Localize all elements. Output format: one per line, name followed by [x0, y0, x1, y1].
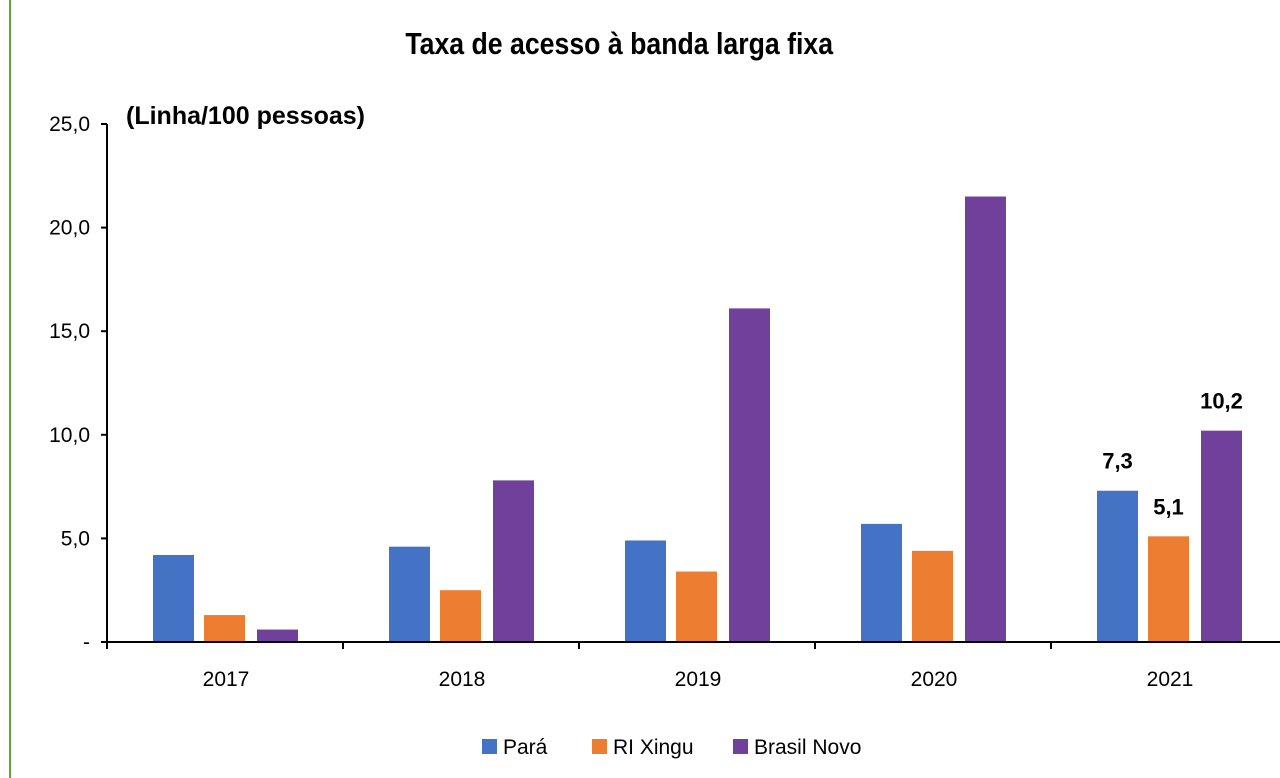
- bars: [153, 196, 1242, 642]
- legend-swatch: [592, 739, 607, 754]
- y-tick-label: 10,0: [49, 424, 90, 447]
- legend-swatch: [733, 739, 748, 754]
- y-tick-label: 15,0: [49, 320, 90, 343]
- bar-brasil-novo-2017: [257, 629, 298, 642]
- chart-title: Taxa de acesso à banda larga fixa: [405, 26, 834, 61]
- bar-brasil-novo-2018: [493, 480, 534, 642]
- x-axis: 2017 2018 2019 2020 2021: [106, 641, 1280, 691]
- legend: Pará RI Xingu Brasil Novo: [482, 736, 861, 759]
- bar-ri-xingu-2020: [912, 550, 953, 642]
- bar-brasil-novo-2019: [729, 308, 770, 642]
- legend-swatch: [482, 739, 497, 754]
- legend-label: Pará: [503, 736, 548, 759]
- bar-ri-xingu-2017: [204, 615, 245, 642]
- y-tick-label: 5,0: [61, 527, 90, 550]
- y-tick-label: 25,0: [49, 113, 90, 136]
- x-tick-label: 2018: [439, 668, 486, 691]
- x-tick-label: 2017: [203, 668, 250, 691]
- bar-ri-xingu-2018: [440, 590, 481, 642]
- bar-par--2021: [1097, 490, 1138, 642]
- y-axis: - 5,0 10,0 15,0 20,0 25,0: [49, 113, 108, 654]
- bar-par--2020: [861, 523, 902, 642]
- x-tick-label: 2019: [675, 668, 722, 691]
- bar-par--2019: [625, 540, 666, 642]
- bar-ri-xingu-2021: [1148, 536, 1189, 642]
- y-tick-label: 20,0: [49, 217, 90, 240]
- bar-par--2017: [153, 554, 194, 642]
- bar-par--2018: [389, 546, 430, 642]
- x-tick-label: 2021: [1147, 668, 1194, 691]
- x-tick-label: 2020: [911, 668, 958, 691]
- y-unit-label: (Linha/100 pessoas): [126, 102, 365, 130]
- bar-brasil-novo-2021: [1201, 430, 1242, 642]
- data-labels: 7,3 5,1 10,2: [1102, 389, 1243, 520]
- page-border-line: [9, 0, 11, 778]
- legend-label: Brasil Novo: [754, 736, 861, 759]
- data-label: 7,3: [1102, 449, 1133, 474]
- legend-label: RI Xingu: [613, 736, 694, 759]
- data-label: 10,2: [1200, 389, 1243, 414]
- bar-brasil-novo-2020: [965, 196, 1006, 642]
- bar-ri-xingu-2019: [676, 571, 717, 642]
- data-label: 5,1: [1153, 494, 1184, 519]
- y-tick-label: -: [83, 631, 90, 654]
